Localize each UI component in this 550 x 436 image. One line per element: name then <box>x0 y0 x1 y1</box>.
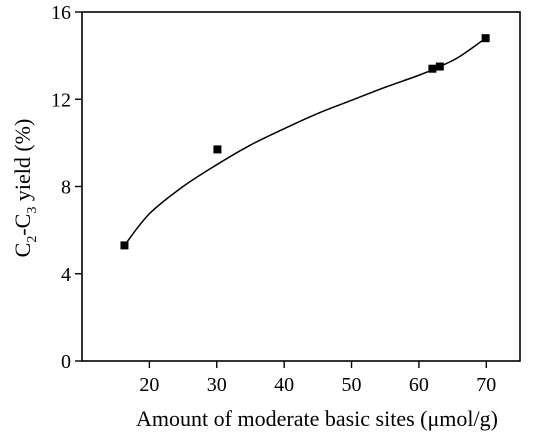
data-point-marker <box>481 34 490 43</box>
y-axis-label: C2-C3 yield (%) <box>10 119 40 258</box>
data-point-marker <box>428 64 437 73</box>
y-tick-label: 0 <box>61 351 71 373</box>
y-tick-label: 8 <box>61 177 71 199</box>
x-axis-ticks: 20 30 40 50 60 70 <box>139 361 496 396</box>
data-point-marker <box>120 241 129 250</box>
y-tick-label: 4 <box>61 264 71 286</box>
data-points <box>120 34 490 250</box>
x-tick-label: 70 <box>476 374 496 396</box>
y-axis-ticks: 0 4 8 12 16 <box>51 2 82 373</box>
x-tick-label: 30 <box>207 374 227 396</box>
plot-frame <box>81 11 521 362</box>
x-tick-label: 50 <box>342 374 362 396</box>
plot-border <box>81 11 521 362</box>
x-axis-label: Amount of moderate basic sites (μmol/g) <box>136 406 498 431</box>
x-tick-label: 40 <box>274 374 294 396</box>
y-tick-label: 12 <box>51 89 71 111</box>
x-tick-label: 60 <box>409 374 429 396</box>
y-tick-label: 16 <box>51 2 71 24</box>
data-point-marker <box>213 145 222 154</box>
data-point-marker <box>435 62 444 71</box>
x-tick-label: 20 <box>139 374 159 396</box>
